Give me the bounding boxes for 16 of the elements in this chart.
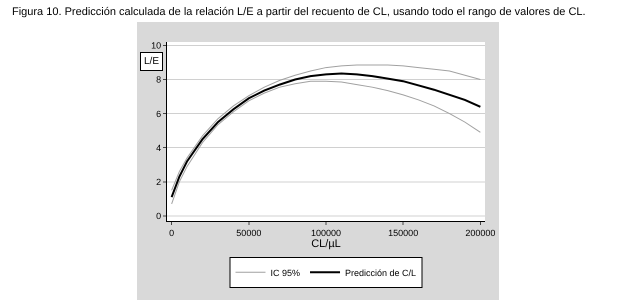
y-tick-label: 0 xyxy=(156,211,162,222)
chart-title: Figura 10. Predicción calculada de la relación L/E a partir del recuento de CL, usando todo el rango de valores de CL. xyxy=(11,5,587,20)
y-tick-label: 8 xyxy=(156,74,162,85)
x-tick-label: 50000 xyxy=(236,228,262,238)
x-tick-label: 150000 xyxy=(388,228,418,238)
y-axis-title: L/E xyxy=(144,56,160,67)
y-tick-label: 10 xyxy=(151,40,162,51)
x-axis-title: CL/µL xyxy=(311,238,341,250)
x-tick-label: 100000 xyxy=(310,228,342,238)
legend-label: Predicción de C/L xyxy=(345,268,416,278)
y-tick-label: 6 xyxy=(156,108,162,119)
x-tick-label: 0 xyxy=(169,228,174,238)
y-tick-label: 4 xyxy=(156,142,162,153)
x-tick-label: 200000 xyxy=(465,228,496,238)
y-tick-label: 2 xyxy=(156,176,162,187)
legend-label: IC 95% xyxy=(270,268,300,278)
